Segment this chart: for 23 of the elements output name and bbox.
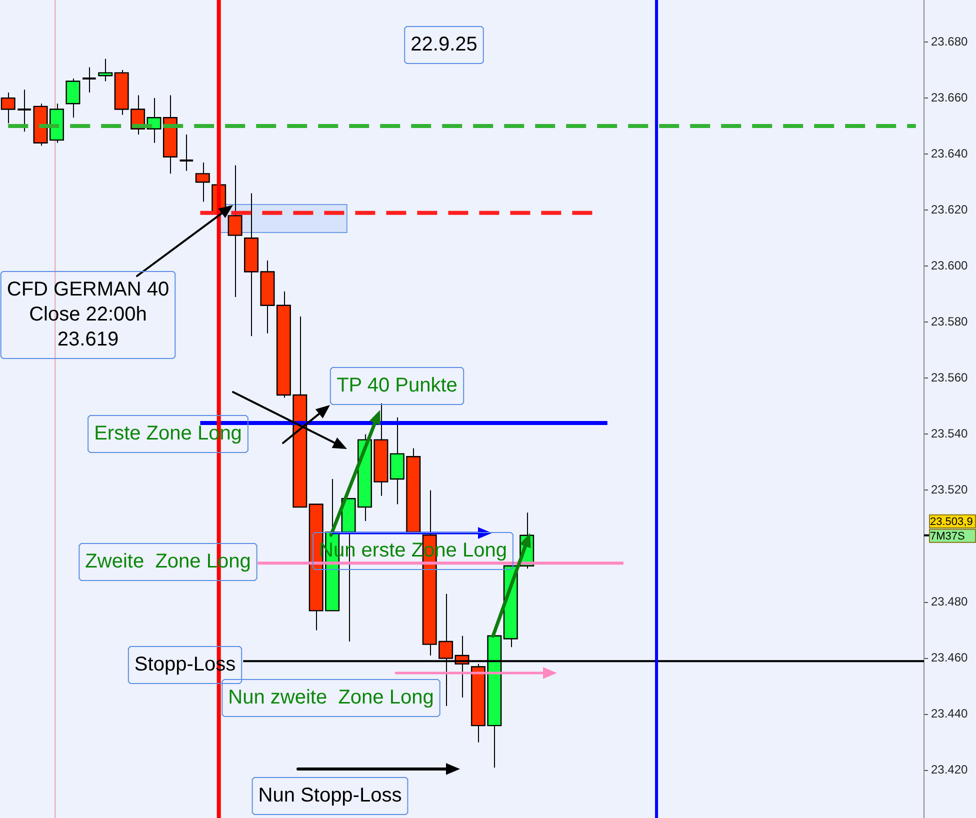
y-tick-label: 23.600 [931,258,968,272]
y-tick-label: 23.560 [931,370,968,384]
y-tick-label: 23.620 [931,202,968,216]
y-tick-label: 23.480 [931,594,968,609]
text: 23.503,9 [930,516,973,528]
candlestick [178,134,194,172]
y-tick-label: 23.520 [931,482,968,497]
y-tick-label: 23.460 [931,650,968,665]
y-tick-label: 23.580 [931,314,968,328]
y-tick-label: 23.660 [931,90,968,104]
y-tick-label: 23.440 [931,706,968,721]
candlestick [82,66,97,93]
candlestick [16,89,32,132]
y-tick-label: 23.640 [931,146,968,160]
annotation: 22.9.25 [410,34,478,56]
y-tick-label: 23.540 [931,426,968,441]
annotation: Nun zweite Zone Long [228,686,434,709]
ref-line-label: CFD GERMAN 40 Close 22:00h 23.619 [6,278,170,351]
y-tick-label: 23.420 [931,762,968,777]
annotation: Nun Stopp-Loss [258,784,402,807]
text: 7M37S [930,530,965,542]
annotation: TP 40 Punkte [336,374,458,397]
y-tick-label: 23.680 [931,34,968,48]
